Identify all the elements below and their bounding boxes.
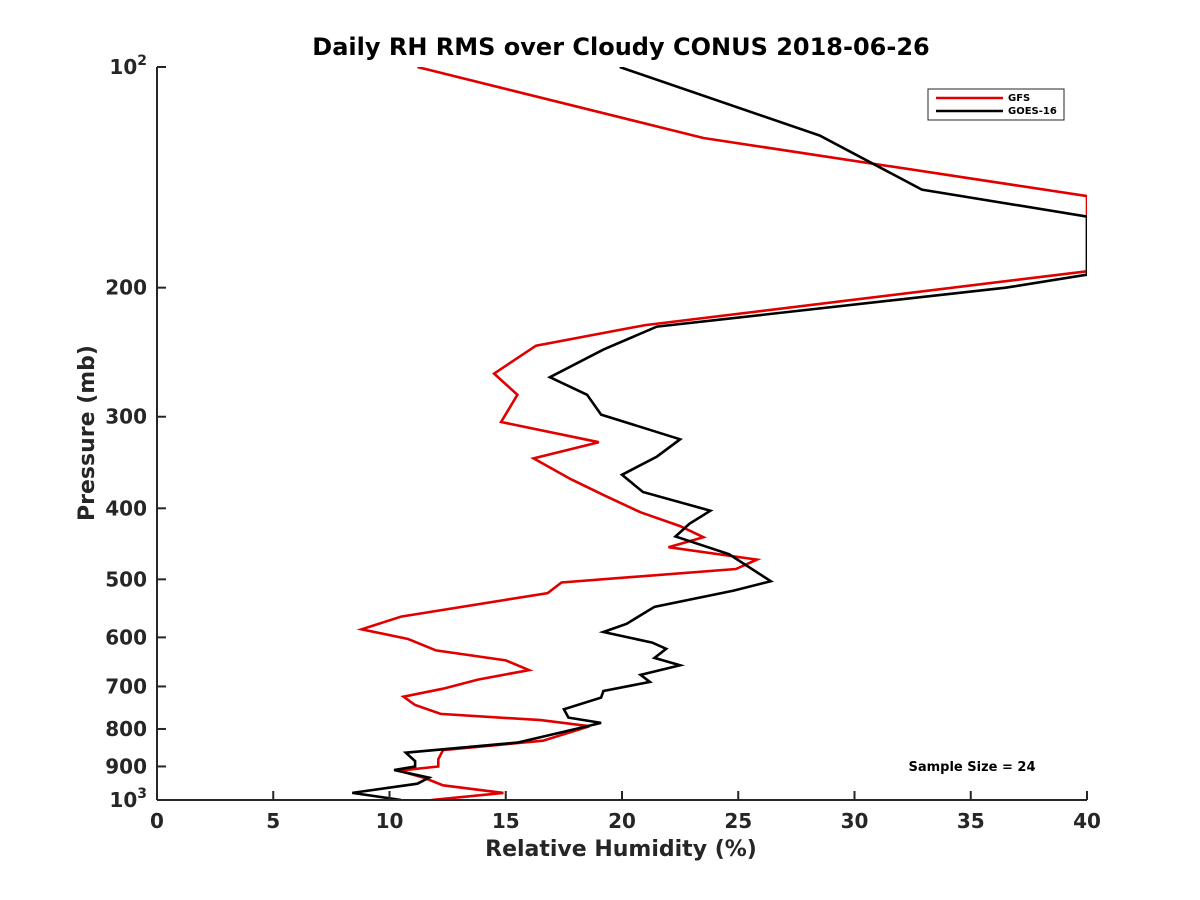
y-tick-label: 900 <box>105 754 147 778</box>
y-tick-label: 400 <box>105 496 147 520</box>
x-tick-label: 30 <box>841 809 869 833</box>
y-tick-label: 300 <box>105 405 147 429</box>
x-tick-label: 40 <box>1073 809 1101 833</box>
legend-label-goes16: GOES-16 <box>1008 106 1057 117</box>
x-tick-label: 25 <box>724 809 752 833</box>
legend-label-gfs: GFS <box>1008 93 1030 104</box>
y-tick-label: 800 <box>105 717 147 741</box>
x-tick-label: 0 <box>150 809 164 833</box>
legend-box <box>927 88 1065 121</box>
y-tick-label: 700 <box>105 674 147 698</box>
x-tick-label: 15 <box>492 809 520 833</box>
chart-title: Daily RH RMS over Cloudy CONUS 2018-06-2… <box>312 33 929 61</box>
y-tick-label: 103 <box>109 786 147 812</box>
y-tick-label: 500 <box>105 567 147 591</box>
x-tick-label: 20 <box>608 809 636 833</box>
y-tick-label: 600 <box>105 625 147 649</box>
x-tick-label: 5 <box>266 809 280 833</box>
x-axis-label: Relative Humidity (%) <box>485 837 757 862</box>
y-tick-label: 102 <box>109 53 147 79</box>
sample-size-annotation: Sample Size = 24 <box>908 760 1035 775</box>
legend: GFS GOES-16 <box>927 88 1065 121</box>
x-tick-label: 35 <box>957 809 985 833</box>
x-tick-label: 10 <box>376 809 404 833</box>
plot-area <box>352 67 1087 800</box>
series-line-goes-16 <box>352 67 1087 800</box>
y-tick-label: 200 <box>105 276 147 300</box>
y-axis-label: Pressure (mb) <box>75 345 100 521</box>
